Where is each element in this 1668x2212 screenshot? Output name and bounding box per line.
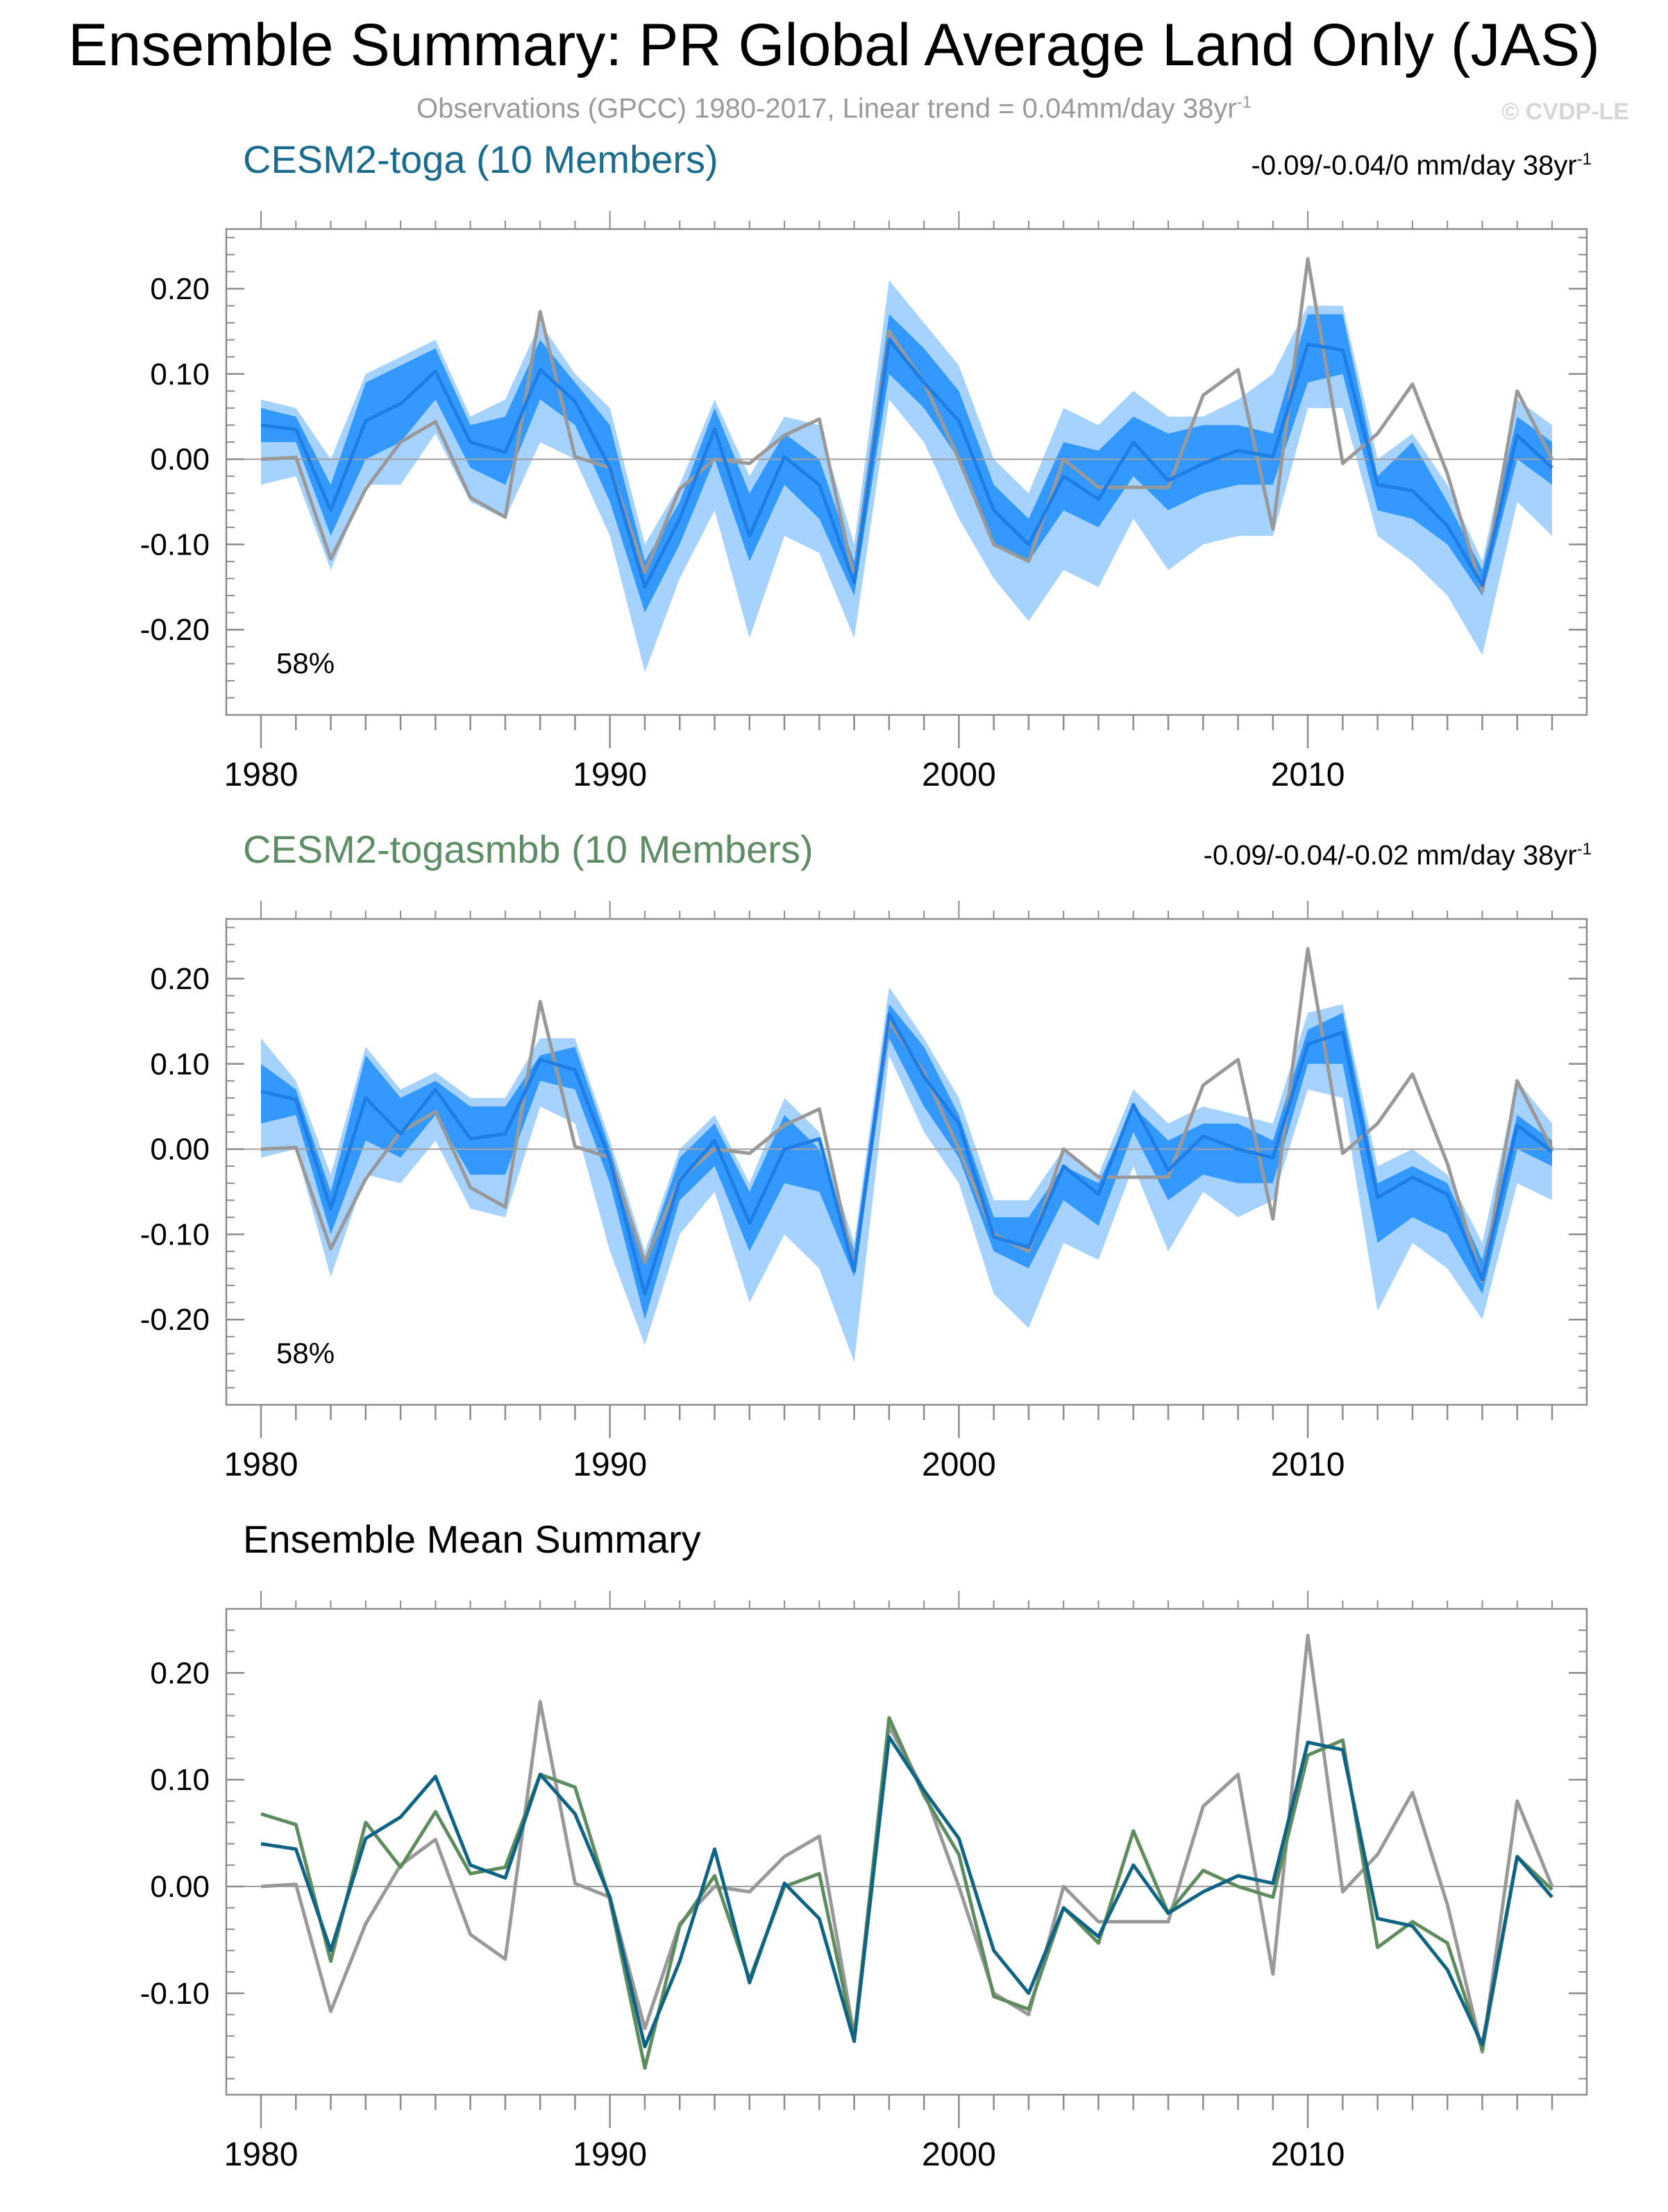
panel-1-trend: -0.09/-0.04/0 mm/day 38yr-1 <box>1251 150 1592 181</box>
y-tick-label: -0.10 <box>140 527 210 562</box>
y-tick-label: -0.10 <box>140 1217 210 1251</box>
y-tick-label: 0.00 <box>150 1133 210 1167</box>
plot-panel-3: 0.20 0.10 0.00 -0.10 1980 1990 2000 2010 <box>140 1591 1588 2173</box>
x-tick-label: 1980 <box>224 757 298 793</box>
y-tick-label: -0.10 <box>140 1977 210 2011</box>
panel-2-title: CESM2-togasmbb (10 Members) <box>243 827 814 871</box>
observations-subtitle: Observations (GPCC) 1980-2017, Linear tr… <box>0 93 1668 124</box>
observations-subtitle-text: Observations (GPCC) 1980-2017, Linear tr… <box>416 93 1237 124</box>
panel-2-trend: -0.09/-0.04/-0.02 mm/day 38yr-1 <box>1203 840 1592 871</box>
panel-1-trend-text: -0.09/-0.04/0 mm/day 38yr <box>1251 150 1577 181</box>
y-tick-label: -0.20 <box>140 1303 210 1337</box>
panel-3-title: Ensemble Mean Summary <box>243 1517 701 1561</box>
panel-1-trend-sup: -1 <box>1576 150 1592 169</box>
y-tick-label: 0.10 <box>150 1047 210 1081</box>
x-tick-label: 2010 <box>1271 757 1345 793</box>
plot-panel-1: 0.20 0.10 0.00 -0.10 -0.20 1980 1990 2000 2010 58… <box>140 211 1588 793</box>
x-tick-label: 1990 <box>573 2136 647 2173</box>
y-tick-label: 0.10 <box>150 357 210 391</box>
y-tick-label: -0.20 <box>140 613 210 647</box>
copyright-label: © CVDP-LE <box>1501 99 1629 125</box>
match-percent-label: 58% <box>276 1337 335 1369</box>
plot-frame <box>225 228 1588 716</box>
plot-panel-2: 0.20 0.10 0.00 -0.10 -0.20 1980 1990 2000 2010 58… <box>140 901 1588 1483</box>
observations-line <box>260 257 1554 593</box>
plot-area <box>226 947 1587 1362</box>
togasmbb-mean-line <box>260 1716 1553 2070</box>
y-tick-label: 0.10 <box>150 1763 210 1797</box>
x-tick-label: 2000 <box>922 1446 996 1483</box>
match-percent-label: 58% <box>276 647 335 679</box>
inner-spread-band <box>261 314 1552 613</box>
x-tick-label: 2010 <box>1271 1446 1345 1483</box>
y-tick-label: 0.00 <box>150 1870 210 1904</box>
ensemble-mean-line <box>260 338 1553 589</box>
y-tick-label: 0.20 <box>150 962 210 996</box>
toga-mean-line <box>260 1735 1553 2049</box>
panel-2-trend-sup: -1 <box>1576 840 1592 859</box>
plot-area <box>226 1634 1587 2070</box>
observations-subtitle-sup: -1 <box>1236 93 1252 112</box>
x-tick-label: 1990 <box>573 757 647 793</box>
plot-area <box>226 257 1587 673</box>
y-tick-label: 0.00 <box>150 443 210 477</box>
x-tick-label: 1980 <box>224 2136 298 2173</box>
page-title: Ensemble Summary: PR Global Average Land… <box>68 12 1600 78</box>
ensemble-mean-line <box>260 1013 1553 1296</box>
plot-frame <box>225 918 1588 1406</box>
x-tick-label: 2000 <box>922 2136 996 2173</box>
panel-2-trend-text: -0.09/-0.04/-0.02 mm/day 38yr <box>1203 840 1577 871</box>
x-tick-label: 1980 <box>224 1446 298 1483</box>
inner-spread-band <box>261 1004 1552 1320</box>
x-tick-label: 2000 <box>922 757 996 793</box>
x-tick-label: 1990 <box>573 1446 647 1483</box>
plot-frame <box>225 1607 1588 2096</box>
x-tick-label: 2010 <box>1271 2136 1345 2173</box>
panel-1-title: CESM2-toga (10 Members) <box>243 137 718 181</box>
y-tick-label: 0.20 <box>150 1656 210 1690</box>
y-tick-label: 0.20 <box>150 272 210 306</box>
